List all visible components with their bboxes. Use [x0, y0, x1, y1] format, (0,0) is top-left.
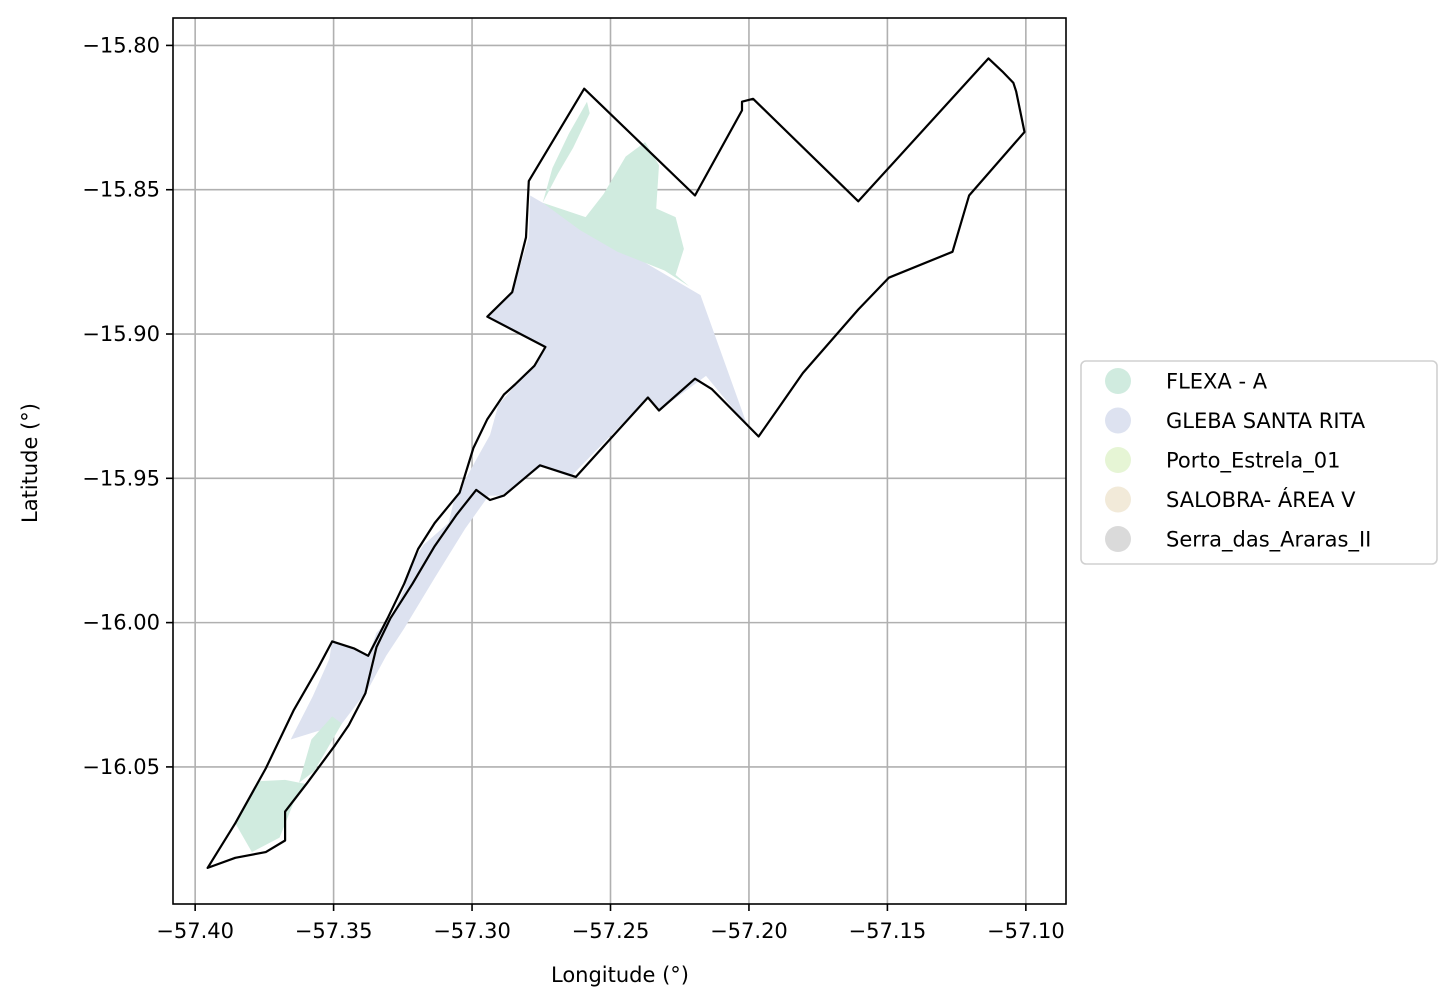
legend-marker: [1105, 447, 1131, 473]
legend-marker: [1105, 368, 1131, 394]
region-flexa-a: [542, 101, 590, 203]
legend-label: Serra_das_Araras_II: [1166, 528, 1371, 553]
region-flexa-a: [542, 142, 690, 287]
y-tick-label: −15.85: [82, 178, 160, 202]
legend: FLEXA - A GLEBA SANTA RITA Porto_Estrela_0…: [1080, 360, 1438, 565]
y-tick-label: −15.95: [82, 466, 160, 490]
region-gleba-santa-rita: [290, 195, 748, 740]
legend-marker: [1105, 486, 1131, 513]
legend-label: Porto_Estrela_01: [1166, 449, 1340, 474]
legend-label: GLEBA SANTA RITA: [1166, 409, 1366, 433]
x-axis-ticks: −57.40 −57.35 −57.30 −57.25 −57.20 −57.15 −57.…: [156, 904, 1065, 943]
region-polygons: [235, 101, 748, 853]
grid-lines: [173, 18, 1066, 904]
legend-label: FLEXA - A: [1166, 370, 1268, 394]
y-tick-label: −16.00: [82, 611, 160, 635]
x-tick-label: −57.30: [433, 919, 511, 943]
y-tick-label: −16.05: [82, 755, 160, 779]
x-tick-label: −57.25: [572, 919, 650, 943]
y-tick-label: −15.80: [82, 33, 160, 57]
boundary-layer: [206, 57, 1026, 869]
region-flexa-a: [299, 716, 342, 783]
x-axis-label: Longitude (°): [551, 963, 689, 987]
legend-frame: [1080, 360, 1438, 565]
x-tick-label: −57.10: [987, 919, 1065, 943]
legend-label: SALOBRA- ÁREA V: [1166, 487, 1356, 512]
legend-marker: [1105, 526, 1131, 552]
x-tick-label: −57.15: [849, 919, 927, 943]
y-axis-ticks: −15.80 −15.85 −15.90 −15.95 −16.00 −16.05: [82, 33, 173, 779]
x-tick-label: −57.20: [710, 919, 788, 943]
x-tick-label: −57.35: [295, 919, 373, 943]
y-axis-label: Latitude (°): [18, 403, 42, 523]
y-tick-label: −15.90: [82, 322, 160, 346]
study-area-boundary: [206, 57, 1026, 869]
x-tick-label: −57.40: [156, 919, 234, 943]
region-flexa-a: [235, 779, 308, 853]
legend-marker: [1105, 407, 1131, 434]
axes-frame: [172, 17, 1067, 905]
